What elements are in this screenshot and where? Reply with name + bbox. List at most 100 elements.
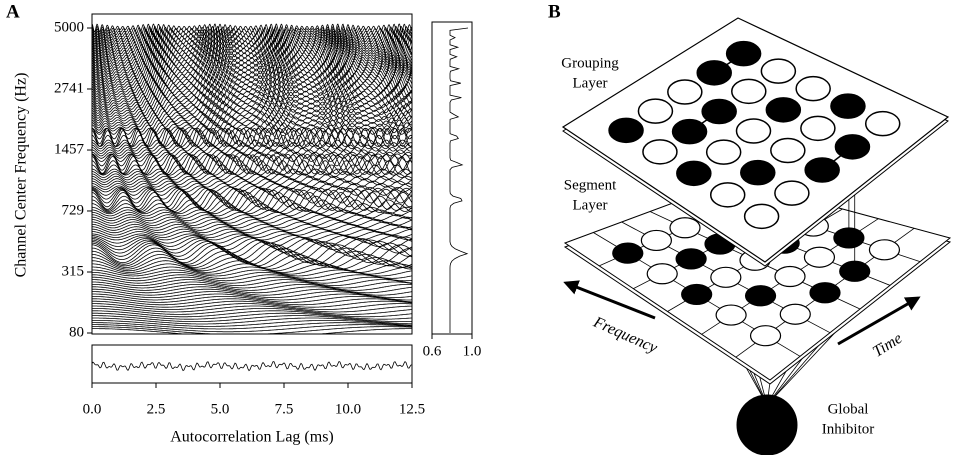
summary-frame xyxy=(91,344,413,384)
channel-trace xyxy=(92,90,412,100)
grouping-node xyxy=(642,139,678,165)
channel-trace xyxy=(92,52,412,62)
channel-trace xyxy=(92,293,412,301)
channel-trace xyxy=(92,100,412,110)
segment-node xyxy=(809,282,841,304)
channel-trace xyxy=(92,317,412,325)
segment-node xyxy=(612,242,644,264)
channel-trace xyxy=(92,54,412,64)
channel-trace xyxy=(92,40,412,50)
segment-node xyxy=(681,283,713,306)
grouping-node xyxy=(795,75,831,102)
channel-trace xyxy=(92,151,412,159)
channel-trace xyxy=(92,178,412,186)
grouping-node xyxy=(800,115,836,142)
channel-trace xyxy=(92,156,412,174)
channel-trace xyxy=(92,127,412,145)
channel-trace xyxy=(92,247,412,265)
channel-trace xyxy=(92,310,412,318)
grouping-node xyxy=(804,157,840,183)
channel-trace xyxy=(92,25,412,36)
channel-trace xyxy=(92,81,412,91)
segment-node xyxy=(646,263,678,285)
channel-trace xyxy=(92,223,412,231)
y-tick-label: 5000 xyxy=(54,19,84,35)
x-tick-label: 5.0 xyxy=(211,401,230,417)
layer-label: Layer xyxy=(573,197,608,213)
panel-label: B xyxy=(548,1,561,22)
x-tick-label: 7.5 xyxy=(275,401,294,417)
channel-trace xyxy=(92,291,412,298)
channel-trace xyxy=(92,228,412,236)
segment-node xyxy=(774,265,806,288)
channel-trace xyxy=(92,195,412,211)
grouping-node xyxy=(735,118,772,144)
grouping-node xyxy=(774,180,810,206)
x-tick-label: 0.0 xyxy=(83,401,102,417)
channel-trace xyxy=(92,71,412,81)
panel-a: A Channel Center Frequency (Hz) Autocorr… xyxy=(6,1,481,445)
channel-trace xyxy=(92,42,412,52)
summary-trace xyxy=(449,27,469,333)
channel-trace xyxy=(92,211,412,219)
y-tick-label: 2741 xyxy=(54,80,84,96)
grouping-node xyxy=(770,137,806,164)
channel-trace xyxy=(92,303,412,310)
channel-trace xyxy=(92,250,412,267)
arrow-label: Frequency xyxy=(590,313,661,357)
panel-label: A xyxy=(6,1,20,22)
channel-trace xyxy=(92,74,412,83)
channel-trace xyxy=(92,186,412,196)
x-axis-title: Autocorrelation Lag (ms) xyxy=(170,429,334,446)
channel-trace xyxy=(92,32,412,43)
layer-label: Grouping xyxy=(561,55,619,71)
grouping-node xyxy=(731,78,767,105)
channel-trace xyxy=(92,276,412,284)
channel-trace xyxy=(92,242,412,260)
x-tick-label: 0.6 xyxy=(423,343,442,359)
channel-trace xyxy=(92,238,412,251)
channel-trace xyxy=(92,320,412,327)
channel-trace xyxy=(92,226,412,234)
channel-trace xyxy=(92,187,412,200)
grouping-node xyxy=(608,117,644,144)
channel-trace xyxy=(92,308,412,315)
time-arrow xyxy=(837,296,921,346)
channel-trace xyxy=(92,171,412,178)
segment-node xyxy=(710,266,742,288)
channel-trace xyxy=(92,66,412,76)
segment-node xyxy=(868,239,901,261)
grouping-node xyxy=(760,58,797,84)
channel-trace xyxy=(92,312,412,320)
channel-trace xyxy=(92,315,412,322)
segment-node xyxy=(715,304,747,326)
channel-trace xyxy=(92,83,412,93)
channel-trace xyxy=(92,274,412,282)
segment-node xyxy=(675,248,707,270)
channel-trace xyxy=(92,102,412,112)
summary-frame xyxy=(431,21,473,335)
channel-trace xyxy=(92,241,412,257)
grouping-node xyxy=(705,139,742,165)
channel-trace xyxy=(92,23,412,33)
inhibitor-link xyxy=(766,339,825,406)
channel-trace xyxy=(92,286,412,294)
grouping-node xyxy=(725,40,762,67)
channel-trace xyxy=(92,284,412,291)
channel-trace xyxy=(92,221,412,229)
channel-trace xyxy=(92,216,412,224)
layer-label: Layer xyxy=(573,75,608,91)
channel-trace xyxy=(92,192,412,210)
channel-trace xyxy=(92,47,412,57)
y-tick-label: 315 xyxy=(62,263,85,279)
grouping-node xyxy=(667,79,703,105)
grouping-node xyxy=(696,60,732,86)
inhibitor-link xyxy=(766,324,843,406)
frequency-arrow xyxy=(563,280,656,320)
channel-trace xyxy=(92,69,412,79)
channel-trace xyxy=(92,105,412,114)
y-axis-title: Channel Center Frequency (Hz) xyxy=(13,73,30,278)
layer-label: Segment xyxy=(564,177,617,193)
channel-trace xyxy=(92,188,412,204)
channel-trace xyxy=(92,279,412,286)
